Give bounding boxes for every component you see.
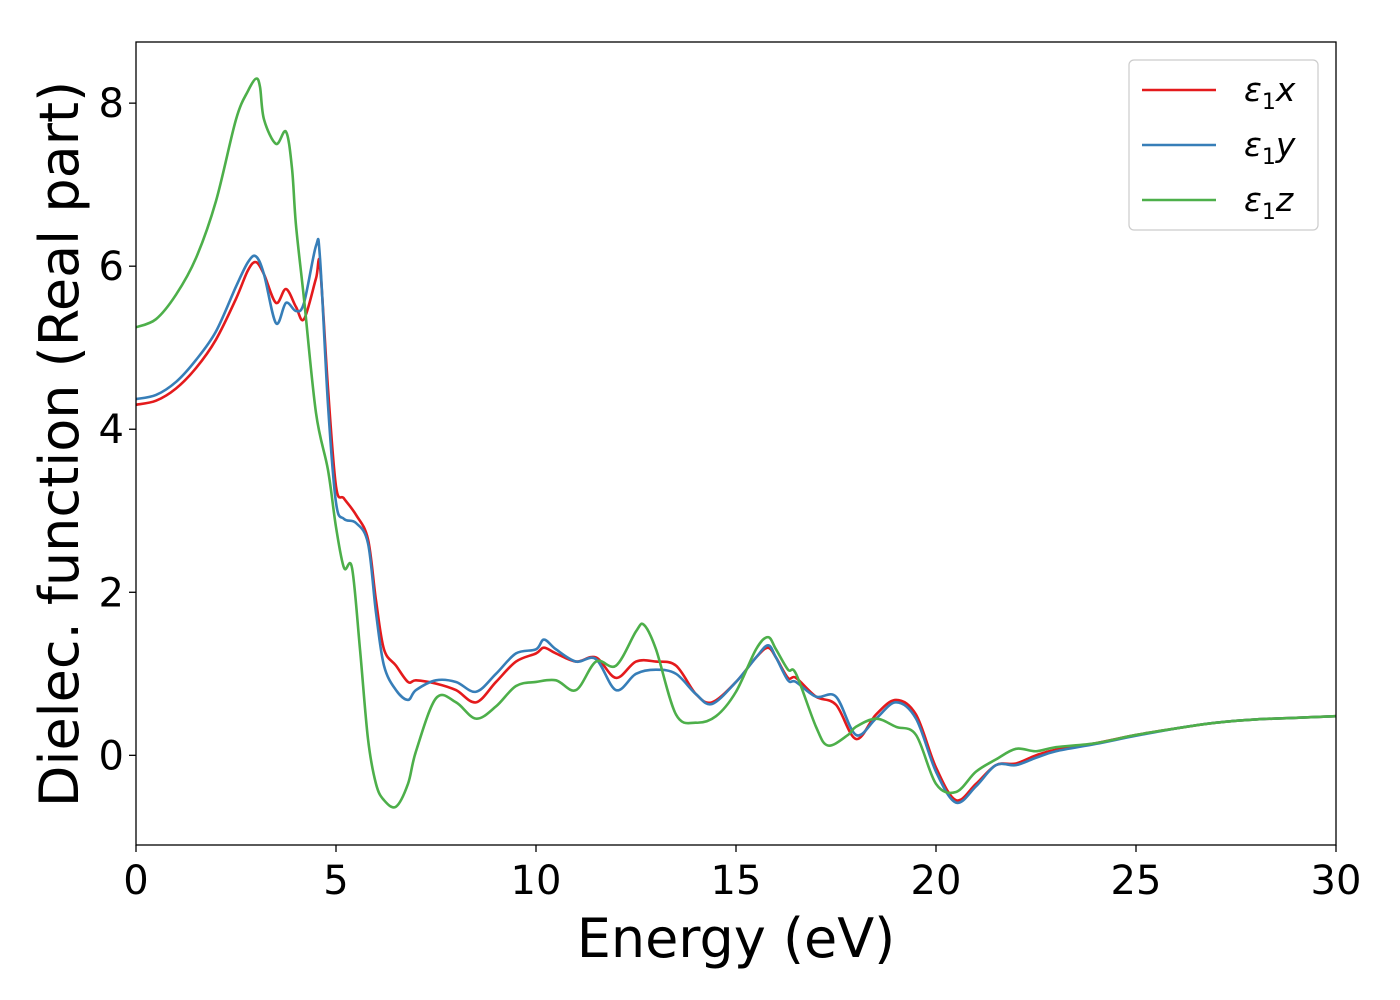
y-tick-label: 6 — [99, 244, 124, 290]
series-line-z — [136, 77, 1336, 809]
x-tick-label: 0 — [123, 858, 148, 904]
x-axis-label: Energy (eV) — [577, 907, 896, 970]
x-tick-label: 20 — [911, 858, 962, 904]
plot-frame — [135, 41, 1337, 846]
x-tick-label: 5 — [323, 858, 348, 904]
y-tick-label: 8 — [99, 81, 124, 127]
x-axis-ticks: 0 5 10 15 20 25 30 — [123, 845, 1361, 904]
legend-label-y: ε1y — [1244, 125, 1296, 170]
series-layer — [136, 77, 1336, 809]
series-line-y — [136, 237, 1336, 805]
y-tick-label: 4 — [99, 407, 124, 453]
legend-label-z: ε1z — [1244, 180, 1294, 225]
x-tick-label: 15 — [711, 858, 762, 904]
y-tick-label: 2 — [99, 570, 124, 616]
legend-label-x: ε1x — [1244, 70, 1296, 115]
legend: ε1x ε1y ε1z — [1128, 59, 1319, 231]
y-tick-label: 0 — [99, 733, 124, 779]
y-axis-label: Dielec. function (Real part) — [28, 81, 91, 807]
x-tick-label: 10 — [511, 858, 562, 904]
legend-frame — [1128, 59, 1319, 231]
y-axis-ticks: 0 2 4 6 8 — [99, 81, 136, 779]
x-tick-label: 25 — [1111, 858, 1162, 904]
x-tick-label: 30 — [1311, 858, 1362, 904]
